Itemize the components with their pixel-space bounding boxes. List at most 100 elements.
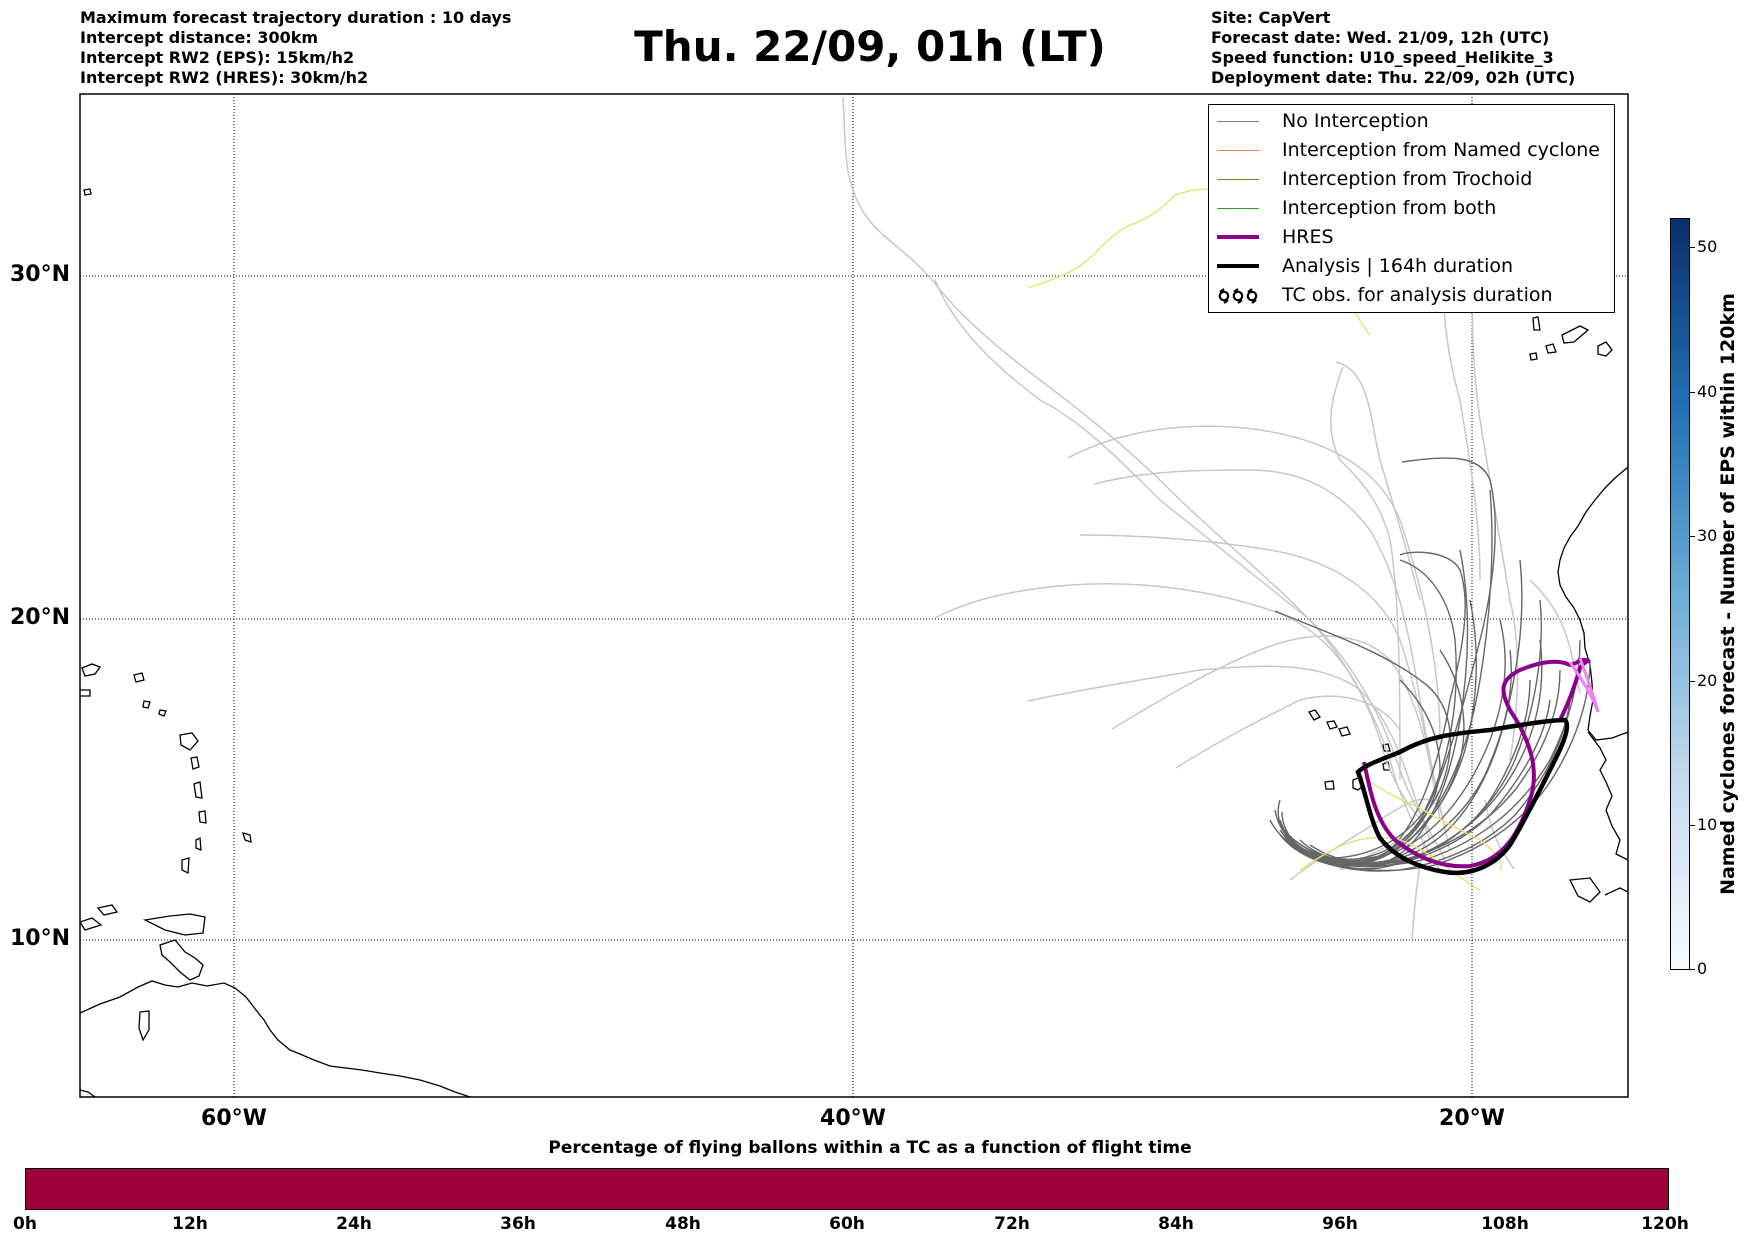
cbar-tickmark <box>1690 536 1695 537</box>
cape-verde-island <box>1308 709 1321 721</box>
legend-swatch-no-interception <box>1217 120 1259 122</box>
flight-time-colorbar <box>25 1168 1669 1210</box>
legend-swatch-both <box>1217 207 1259 209</box>
cape-verde-island <box>1324 780 1335 790</box>
lon-label-40w: 40°W <box>820 1106 886 1131</box>
cyclone-count-colorbar <box>1670 218 1690 970</box>
island <box>158 709 167 717</box>
trajectory <box>1294 659 1591 872</box>
trochoid-track <box>1299 836 1481 891</box>
trajectory <box>1279 599 1477 862</box>
legend-label: Interception from Trochoid <box>1282 168 1533 190</box>
site-info: Site: CapVert Forecast date: Wed. 21/09,… <box>1211 8 1575 88</box>
hres-trajectory <box>1362 657 1590 869</box>
puerto-rico-island <box>81 663 102 677</box>
intercept-hres-text: Intercept RW2 (HRES): 30km/h2 <box>80 68 369 87</box>
lon-label-20w: 20°W <box>1439 1106 1505 1131</box>
speed-function-text: Speed function: U10_speed_Helikite_3 <box>1211 48 1554 67</box>
hbar-tick-label: 48h <box>665 1214 701 1234</box>
hbar-tick-label: 0h <box>13 1214 37 1234</box>
trajectory <box>1281 559 1457 859</box>
cape-verde-island <box>1352 777 1364 791</box>
canary-island <box>1529 352 1538 361</box>
bijagos-islands <box>1568 877 1601 903</box>
trajectory <box>1079 534 1446 831</box>
canary-island <box>1545 343 1557 354</box>
trajectory <box>1175 695 1401 769</box>
legend-label: Interception from both <box>1282 197 1497 219</box>
trinidad-island <box>159 939 204 981</box>
cape-verde-island <box>1338 726 1351 737</box>
cbar-tickmark <box>1690 392 1695 393</box>
tc-symbol-icon <box>1218 288 1258 304</box>
hbar-tick-label: 72h <box>994 1214 1030 1234</box>
coastlines <box>80 188 1628 1097</box>
trajectory-duration-text: Maximum forecast trajectory duration : 1… <box>80 8 512 27</box>
legend-item-hres: HRES <box>1217 224 1334 250</box>
legend-swatch-analysis <box>1217 264 1259 268</box>
cbar-tickmark <box>1690 247 1695 248</box>
trajectory <box>934 583 1431 831</box>
st-lucia-island <box>198 810 207 824</box>
legend-item-tc-obs: TC obs. for analysis duration <box>1217 282 1553 308</box>
dominica-island <box>190 756 200 770</box>
cbar-tick-label: 30 <box>1697 526 1718 545</box>
lat-label-30n: 30°N <box>9 262 70 287</box>
island <box>96 904 119 916</box>
island <box>80 689 91 697</box>
trajectory <box>1411 839 1426 940</box>
cbar-tickmark <box>1690 681 1695 682</box>
deployment-date-text: Deployment date: Thu. 22/09, 02h (UTC) <box>1211 68 1576 87</box>
legend-item-no-interception: No Interception <box>1217 108 1429 134</box>
canary-island <box>1532 316 1541 331</box>
coast-fragment <box>1604 887 1628 896</box>
legend-item-both: Interception from both <box>1217 195 1496 221</box>
cbar-tick-label: 0 <box>1697 959 1708 978</box>
trochoid-track <box>1354 311 1371 336</box>
trajectory <box>1330 366 1401 781</box>
legend-label: No Interception <box>1282 110 1429 132</box>
canary-island <box>1597 341 1613 357</box>
hbar-tick-label: 96h <box>1322 1214 1358 1234</box>
coast-fragment <box>80 1089 96 1097</box>
island <box>142 700 151 709</box>
cbar-tickmark <box>1690 969 1695 970</box>
island <box>195 836 202 851</box>
trajectory <box>1067 425 1441 741</box>
trajectory <box>1335 361 1421 601</box>
guadeloupe-island <box>179 732 199 751</box>
trajectory <box>1287 599 1542 866</box>
cape-verde-island <box>1382 743 1391 752</box>
trajectory <box>1284 699 1571 872</box>
legend-item-analysis: Analysis | 164h duration <box>1217 253 1513 279</box>
trajectory <box>1027 665 1431 841</box>
lat-label-20n: 20°N <box>9 605 70 630</box>
island <box>142 913 206 936</box>
bermuda-island <box>83 188 92 196</box>
island <box>181 857 190 875</box>
hbar-tick-label: 24h <box>336 1214 372 1234</box>
martinique-island <box>193 781 203 799</box>
cbar-tick-label: 20 <box>1697 671 1718 690</box>
trajectory <box>842 96 1441 871</box>
cbar-tickmark <box>1690 825 1695 826</box>
hbar-tick-label: 36h <box>500 1214 536 1234</box>
hbar-tick-label: 84h <box>1158 1214 1194 1234</box>
barbados-island <box>242 832 252 843</box>
cbar-tick-label: 50 <box>1697 237 1718 256</box>
south-america-coast <box>80 980 471 1097</box>
cbar-tick-label: 40 <box>1697 382 1718 401</box>
hbar-tick-label: 60h <box>829 1214 865 1234</box>
cape-verde-island <box>1326 720 1338 730</box>
africa-coast-south <box>1587 731 1628 861</box>
intercept-distance-text: Intercept distance: 300km <box>80 28 319 47</box>
forecast-parameters: Maximum forecast trajectory duration : 1… <box>80 8 511 88</box>
legend-label: Analysis | 164h duration <box>1282 255 1514 277</box>
legend-item-named-cyclone: Interception from Named cyclone <box>1217 137 1600 163</box>
map-frame <box>79 93 1629 1098</box>
lat-label-10n: 10°N <box>9 926 70 951</box>
africa-coast <box>1557 466 1628 741</box>
trochoid-track <box>1027 188 1216 289</box>
island <box>138 1010 150 1042</box>
eps-trajectories-dark <box>1269 457 1591 872</box>
